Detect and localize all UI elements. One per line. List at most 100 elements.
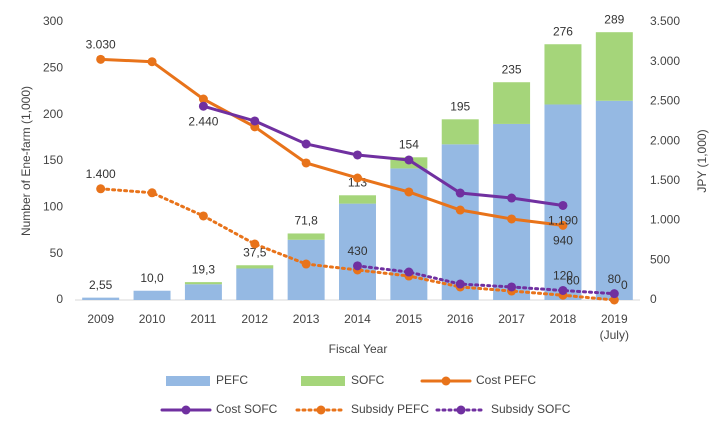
bar	[236, 268, 274, 300]
x-tick-label-line: 2011	[191, 312, 217, 326]
total-label: 235	[502, 62, 522, 76]
y-tick-label: 200	[43, 107, 63, 121]
x-tick-label-line: 2012	[241, 312, 268, 326]
point	[301, 259, 311, 269]
legend-label: Cost SOFC	[216, 402, 278, 416]
total-label: 276	[553, 24, 573, 38]
point	[250, 116, 260, 126]
point	[250, 239, 260, 249]
point	[96, 184, 106, 194]
point	[353, 261, 362, 271]
point	[96, 54, 106, 64]
y2-tick-label: 2.500	[650, 94, 680, 108]
x-tick-label: 2014	[344, 312, 371, 326]
bar	[339, 203, 376, 300]
bar	[184, 284, 222, 300]
x-tick-label: 2015	[396, 312, 423, 326]
bar	[493, 82, 531, 124]
legend-label: Subsidy SOFC	[491, 402, 571, 416]
x-axis-title: Fiscal Year	[329, 342, 388, 356]
bar	[287, 233, 325, 240]
x-tick-label-line: 2018	[550, 312, 577, 326]
x-tick-label: 2013	[293, 312, 320, 326]
bar	[287, 239, 325, 300]
bar	[441, 119, 479, 145]
total-label: 37,5	[243, 245, 267, 259]
point	[609, 295, 619, 305]
total-label: 71,8	[294, 214, 318, 228]
point	[147, 57, 157, 67]
y2-tick-label: 3.000	[650, 54, 680, 68]
y-tick-label: 250	[43, 61, 63, 75]
point	[455, 279, 465, 289]
bar	[184, 282, 222, 285]
legend-label: Cost PEFC	[476, 373, 536, 387]
data-label: 80	[608, 272, 622, 286]
point	[404, 267, 414, 277]
x-tick-label: 2016	[447, 312, 474, 326]
bar	[595, 100, 633, 301]
x-tick-label-line: 2016	[447, 312, 474, 326]
y2-axis-title: JPY (1,000)	[695, 129, 709, 192]
y-tick-label: 50	[50, 246, 64, 260]
point	[455, 205, 465, 215]
legend-label: PEFC	[216, 373, 248, 387]
legend-marker	[181, 405, 191, 415]
legend-label: Subsidy PEFC	[351, 402, 429, 416]
x-tick-label: 2019 (July)	[600, 312, 629, 342]
total-label: 195	[450, 99, 470, 113]
legend-swatch	[166, 376, 210, 386]
y2-tick-label: 0	[650, 292, 657, 306]
legend-swatch	[301, 376, 345, 386]
bar	[339, 195, 376, 204]
x-tick-label-line: 2014	[344, 312, 371, 326]
y2-tick-label: 3.500	[650, 14, 680, 28]
x-tick-label-line: (July)	[600, 328, 629, 342]
legend-label: SOFC	[351, 373, 385, 387]
point	[353, 150, 362, 160]
y-tick-label: 100	[43, 200, 63, 214]
y-tick-label: 300	[43, 14, 63, 28]
x-tick-label-line: 2009	[87, 312, 114, 326]
data-label: 940	[553, 234, 573, 248]
x-tick-label-line: 2010	[139, 312, 166, 326]
point	[198, 211, 208, 221]
total-label: 154	[399, 137, 419, 151]
point	[147, 188, 157, 198]
y-axis-title: Number of Ene-farm (1,000)	[19, 86, 33, 236]
point	[198, 94, 208, 104]
point	[507, 214, 517, 224]
total-label: 10,0	[140, 271, 164, 285]
point	[301, 139, 311, 149]
y2-tick-label: 1.500	[650, 173, 680, 187]
data-label: 1.190	[548, 214, 578, 228]
total-label: 2,55	[89, 278, 113, 292]
data-label: 0	[621, 278, 628, 292]
line	[356, 264, 616, 296]
y2-tick-label: 1.000	[650, 213, 680, 227]
x-tick-label: 2018	[550, 312, 577, 326]
x-tick-label: 2017	[498, 312, 525, 326]
bar	[236, 265, 274, 269]
point	[353, 173, 362, 183]
bar	[544, 44, 582, 105]
data-label: 60	[566, 273, 580, 287]
bar	[595, 32, 633, 101]
point	[558, 285, 568, 295]
total-label: 289	[604, 12, 624, 26]
x-tick-label-line: 2015	[396, 312, 423, 326]
x-tick-label: 2012	[241, 312, 268, 326]
data-label: 2.440	[188, 114, 218, 128]
point	[198, 101, 208, 111]
x-tick-label: 2011	[191, 312, 217, 326]
x-tick-label-line: 2017	[498, 312, 525, 326]
point	[507, 282, 517, 292]
line	[99, 57, 565, 227]
x-tick-label-line: 2013	[293, 312, 320, 326]
bar	[441, 144, 479, 300]
legend-marker	[456, 405, 466, 415]
point	[301, 158, 311, 168]
bar	[493, 123, 531, 300]
y-tick-label: 150	[43, 153, 63, 167]
